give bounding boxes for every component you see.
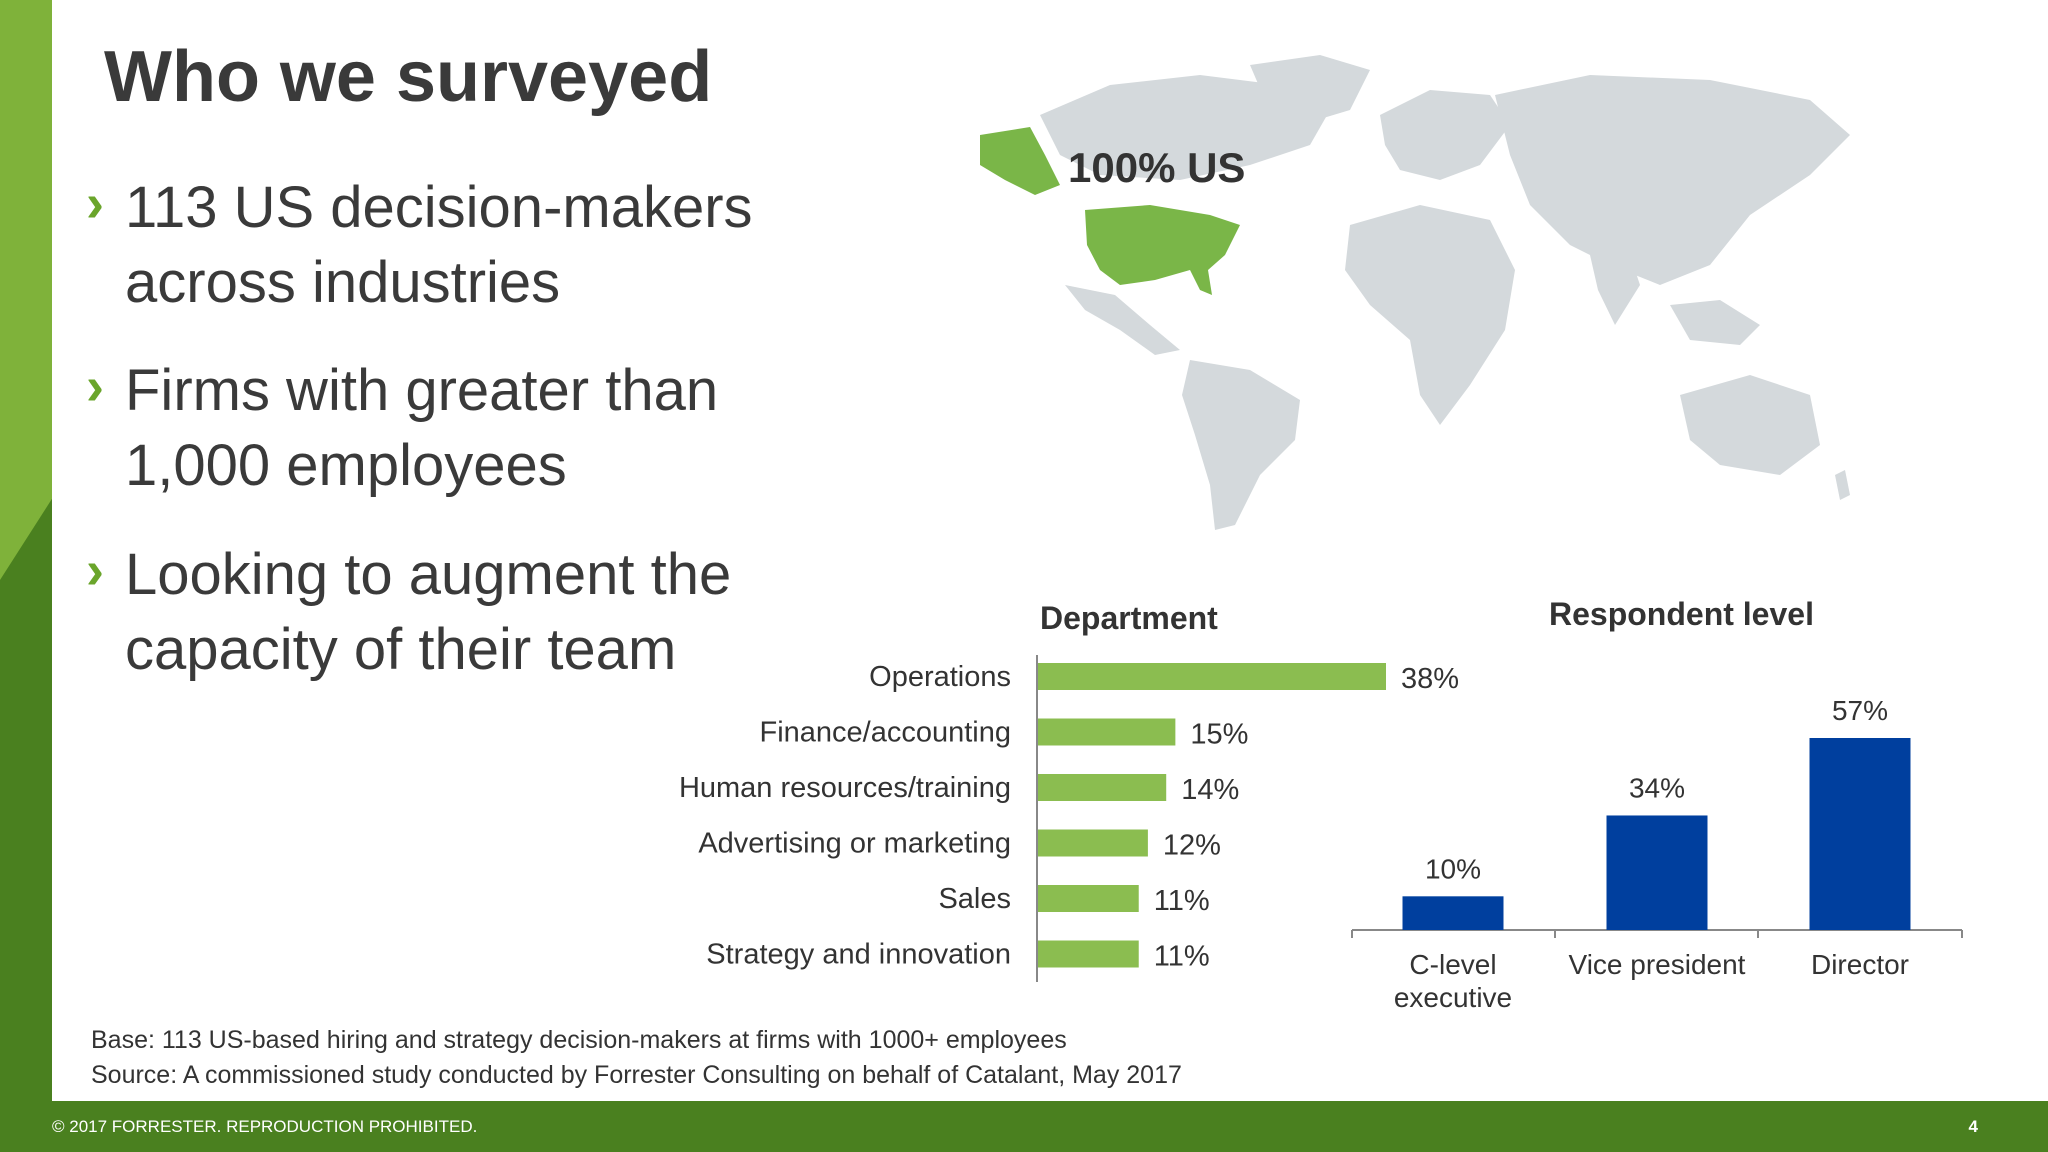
usa-shape	[1085, 205, 1240, 295]
level-category-label: C-level	[1409, 949, 1496, 980]
dept-value-label: 12%	[1163, 830, 1221, 862]
respondent-level-chart-title: Respondent level	[1549, 596, 1814, 632]
nz-shape	[1835, 470, 1850, 500]
level-bar	[1402, 896, 1504, 930]
bullet-text-line: across industries	[125, 250, 561, 315]
africa-shape	[1345, 205, 1515, 425]
level-bar	[1606, 815, 1708, 930]
dept-value-label: 15%	[1190, 719, 1248, 751]
footnote-base: Base: 113 US-based hiring and strategy d…	[91, 1026, 1067, 1054]
south-america-shape	[1182, 360, 1300, 530]
bullet-text-line: Looking to augment the	[125, 542, 732, 607]
world-map	[980, 55, 1850, 530]
dept-category-label: Sales	[938, 883, 1011, 915]
canada-shape	[1040, 75, 1330, 180]
mexico-shape	[1065, 285, 1180, 355]
level-category-label: Director	[1811, 949, 1909, 980]
bullet-text-line: capacity of their team	[125, 617, 677, 682]
department-chart-title: Department	[1040, 600, 1218, 636]
level-value-label: 10%	[1425, 853, 1481, 884]
dept-bar	[1038, 885, 1139, 912]
australia-shape	[1680, 375, 1820, 475]
footer-bar: © 2017 FORRESTER. REPRODUCTION PROHIBITE…	[0, 1101, 2048, 1152]
left-accent-band	[0, 0, 52, 1101]
slide-title: Who we surveyed	[104, 37, 713, 117]
page-number: 4	[1968, 1117, 1978, 1136]
dept-category-label: Strategy and innovation	[706, 939, 1011, 971]
europe-shape	[1380, 90, 1510, 180]
footnote-source: Source: A commissioned study conducted b…	[91, 1061, 1182, 1089]
dept-bar	[1038, 774, 1167, 801]
chevron-icon: ›	[86, 540, 104, 600]
level-value-label: 57%	[1832, 695, 1888, 726]
alaska-shape	[980, 127, 1060, 195]
dept-value-label: 14%	[1181, 774, 1239, 806]
level-value-label: 34%	[1629, 772, 1685, 803]
greenland-shape	[1250, 55, 1370, 125]
dept-category-label: Advertising or marketing	[698, 828, 1011, 860]
bullet-text-line: 1,000 employees	[125, 433, 567, 498]
india-shape	[1590, 255, 1640, 325]
map-label: 100% US	[1068, 144, 1246, 191]
dept-bar	[1038, 829, 1148, 857]
level-category-label: Vice president	[1569, 949, 1746, 980]
dept-bar	[1038, 663, 1386, 690]
dept-bar	[1038, 718, 1176, 746]
dept-bar	[1038, 940, 1139, 968]
bullet-text-line: 113 US decision-makers	[125, 175, 753, 240]
dept-category-label: Operations	[869, 661, 1011, 693]
dept-value-label: 11%	[1154, 885, 1210, 917]
asia-shape	[1495, 75, 1850, 285]
bullet-text-line: Firms with greater than	[125, 358, 719, 423]
chevron-icon: ›	[86, 173, 104, 233]
dept-value-label: 38%	[1401, 663, 1459, 695]
se-asia-shape	[1670, 300, 1760, 345]
dept-category-label: Human resources/training	[679, 772, 1011, 804]
level-bar	[1809, 738, 1911, 930]
dept-category-label: Finance/accounting	[760, 717, 1012, 749]
dept-value-label: 11%	[1154, 941, 1210, 973]
level-category-label: executive	[1394, 982, 1512, 1013]
chevron-icon: ›	[86, 356, 104, 416]
copyright-text: © 2017 FORRESTER. REPRODUCTION PROHIBITE…	[52, 1117, 478, 1136]
